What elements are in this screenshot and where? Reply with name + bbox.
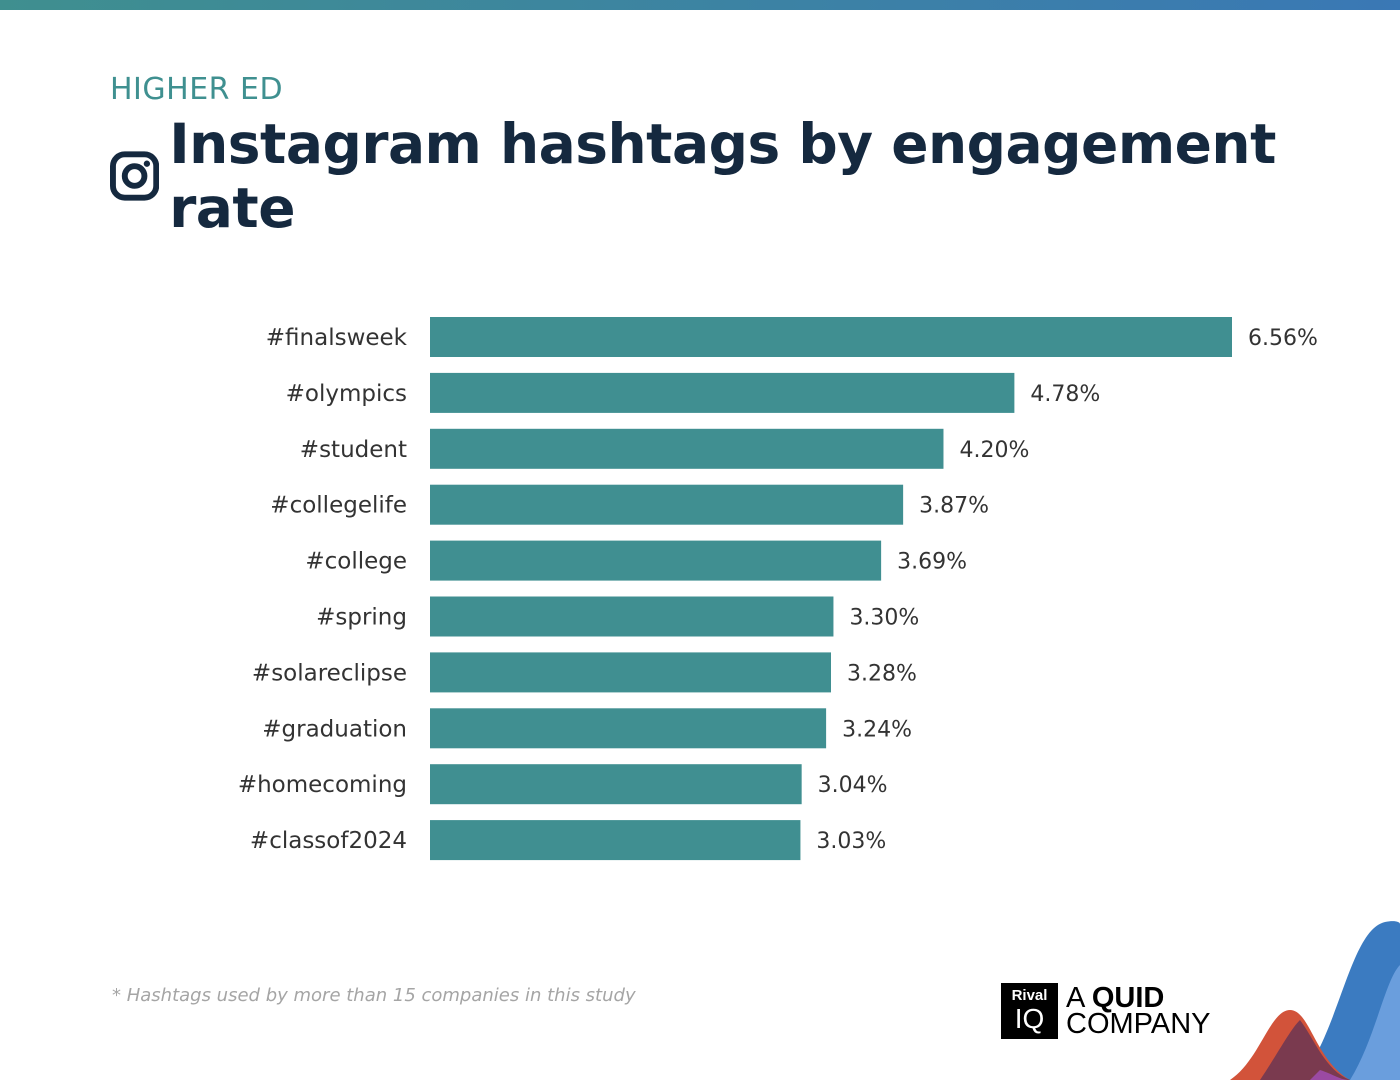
value-label: 3.30% (849, 606, 919, 631)
logo-mark: Rival IQ (1001, 983, 1058, 1039)
bar (430, 372, 1015, 413)
bar (430, 484, 904, 525)
instagram-icon (110, 151, 160, 201)
logo-iq: IQ (1014, 1003, 1045, 1034)
category-label: #solareclipse (252, 660, 407, 686)
logo-a: A (1066, 982, 1092, 1014)
category-label: #spring (316, 605, 407, 631)
category-label: #student (300, 437, 407, 463)
value-label: 3.03% (816, 829, 886, 854)
category-label: #classof2024 (250, 828, 407, 854)
category-label: #finalsweek (266, 325, 408, 351)
top-accent-bar (0, 0, 1400, 10)
value-label: 3.87% (919, 494, 989, 519)
value-label: 4.20% (959, 438, 1029, 463)
value-label: 3.69% (897, 550, 967, 575)
footnote: * Hashtags used by more than 15 companie… (112, 985, 636, 1006)
category-kicker: HIGHER ED (110, 72, 284, 107)
bar (430, 317, 1232, 357)
bar (430, 540, 882, 581)
bar (430, 596, 834, 637)
value-label: 4.78% (1030, 382, 1100, 407)
value-label: 3.04% (818, 773, 888, 798)
decorative-waves (1230, 921, 1400, 1080)
value-label: 6.56% (1248, 326, 1318, 351)
bar (430, 820, 801, 861)
logo-text: A QUID COMPANY (1066, 982, 1211, 1040)
chart-title: Instagram hashtags by engagement rate (169, 112, 1276, 240)
category-label: #collegelife (270, 493, 407, 519)
logo-company: COMPANY (1066, 1008, 1211, 1040)
value-label: 3.28% (847, 661, 917, 686)
bar (430, 708, 827, 749)
category-label: #olympics (286, 381, 407, 407)
page-title: Instagram hashtags by engagement rate (110, 112, 1400, 240)
category-label: #graduation (262, 716, 407, 742)
category-label: #homecoming (238, 772, 407, 798)
bar (430, 764, 802, 805)
bar (430, 428, 944, 469)
category-label: #college (305, 549, 407, 575)
bar (430, 652, 831, 693)
value-label: 3.24% (842, 717, 912, 742)
logo-quid: QUID (1091, 982, 1165, 1014)
logo-rival: Rival (1011, 987, 1048, 1004)
rival-iq-logo: Rival IQ A QUID COMPANY (1001, 983, 1210, 1039)
